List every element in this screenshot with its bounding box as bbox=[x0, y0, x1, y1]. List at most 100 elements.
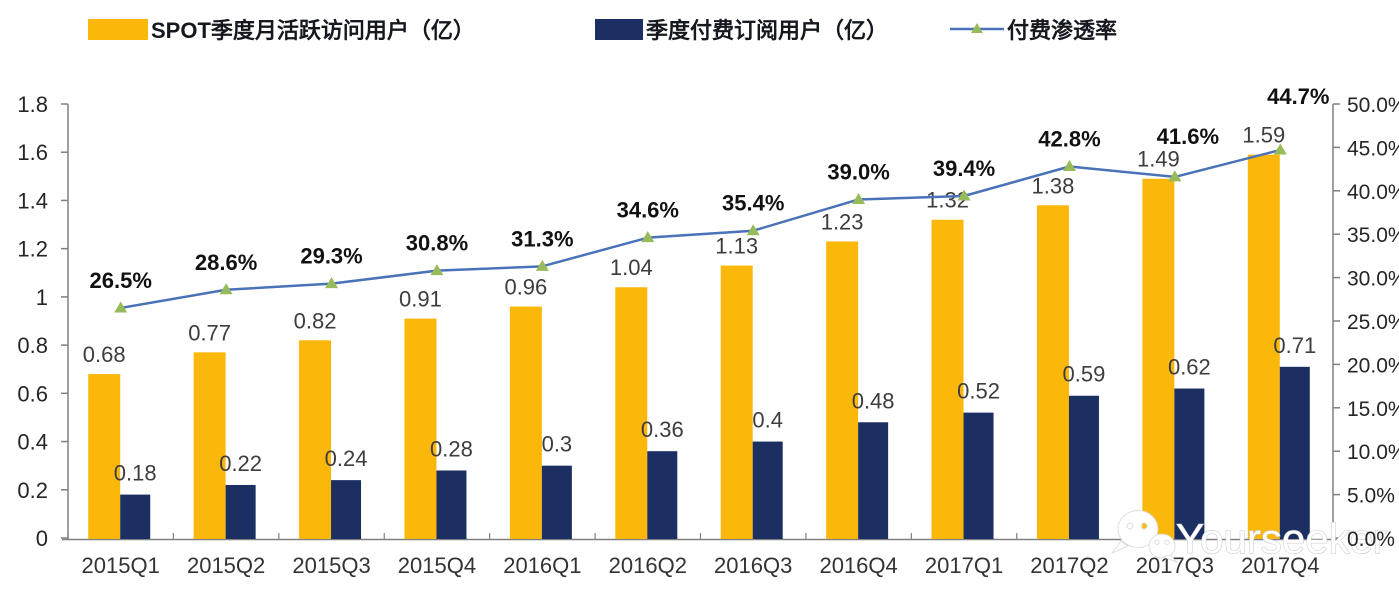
legend-label: 季度付费订阅用户（亿） bbox=[646, 18, 889, 43]
x-axis-category-label: 2017Q3 bbox=[1136, 553, 1214, 578]
triangle-marker bbox=[325, 277, 339, 289]
bar-paid bbox=[963, 412, 994, 539]
bar-mau bbox=[826, 241, 859, 539]
bar-paid bbox=[1174, 388, 1205, 539]
right-axis-tick-label: 5.0% bbox=[1347, 485, 1395, 508]
triangle-marker bbox=[114, 301, 128, 313]
bar-paid bbox=[225, 484, 256, 539]
bar-value-label: 1.04 bbox=[610, 255, 653, 280]
bar-value-label: 0.68 bbox=[83, 342, 126, 367]
left-axis-tick-label: 0.4 bbox=[17, 430, 48, 455]
bar-paid bbox=[1068, 395, 1099, 539]
x-axis-category-label: 2017Q1 bbox=[925, 553, 1003, 578]
left-axis-tick-label: 1.6 bbox=[17, 140, 48, 165]
bar-value-label: 1.23 bbox=[821, 209, 864, 234]
left-axis-tick-label: 0.2 bbox=[17, 478, 48, 503]
triangle-marker bbox=[746, 224, 760, 236]
right-axis-tick-label: 10.0% bbox=[1347, 441, 1399, 464]
bar-value-label: 0.36 bbox=[641, 417, 684, 442]
bar-mau bbox=[193, 352, 226, 539]
triangle-marker bbox=[1062, 159, 1076, 171]
bar-value-label: 0.82 bbox=[294, 308, 337, 333]
bar-mau bbox=[509, 306, 542, 539]
wechat-icon bbox=[1110, 510, 1178, 563]
bar-mau bbox=[720, 265, 753, 539]
bar-value-label: 0.52 bbox=[957, 379, 1000, 404]
bar-paid bbox=[541, 465, 572, 539]
legend-item-2: 付费渗透率 bbox=[950, 14, 1117, 44]
left-axis-tick-label: 0 bbox=[36, 526, 48, 551]
bar-value-label: 0.59 bbox=[1063, 362, 1106, 387]
watermark-text: Yourseeker bbox=[1176, 515, 1387, 562]
bar-value-label: 0.96 bbox=[504, 275, 547, 300]
x-axis-category-label: 2016Q1 bbox=[503, 553, 581, 578]
right-axis-tick-label: 50.0% bbox=[1347, 94, 1399, 117]
x-axis-category-label: 2015Q1 bbox=[82, 553, 160, 578]
penetration-value-label: 42.8% bbox=[1038, 126, 1100, 151]
bar-paid bbox=[331, 480, 362, 539]
bar-mau bbox=[615, 287, 648, 539]
penetration-line bbox=[120, 148, 1281, 310]
bar-value-label: 0.62 bbox=[1168, 355, 1211, 380]
right-axis-tick-label: 15.0% bbox=[1347, 398, 1399, 421]
bar-mau bbox=[404, 318, 437, 539]
bar-value-label: 0.22 bbox=[219, 451, 262, 476]
triangle-marker bbox=[1168, 170, 1182, 182]
bar-mau bbox=[299, 340, 332, 539]
watermark: Yourseeker bbox=[1110, 510, 1387, 563]
right-axis-tick-label: 25.0% bbox=[1347, 311, 1399, 334]
x-axis-category-label: 2015Q3 bbox=[292, 553, 370, 578]
penetration-value-label: 39.0% bbox=[827, 159, 889, 184]
penetration-value-label: 28.6% bbox=[195, 250, 257, 275]
bar-mau bbox=[1036, 205, 1069, 539]
right-axis-tick-label: 35.0% bbox=[1347, 224, 1399, 247]
x-axis-category-label: 2017Q2 bbox=[1030, 553, 1108, 578]
bar-value-label: 1.38 bbox=[1032, 173, 1075, 198]
penetration-value-label: 44.7% bbox=[1267, 84, 1329, 109]
triangle-marker bbox=[957, 189, 971, 201]
legend-item-0: SPOT季度月活跃访问用户（亿） bbox=[88, 14, 475, 44]
bar-paid bbox=[1279, 366, 1310, 539]
bar-value-label: 1.59 bbox=[1242, 123, 1285, 148]
bar-paid bbox=[858, 422, 889, 539]
legend-swatch-bar bbox=[595, 18, 643, 40]
x-axis-category-label: 2016Q4 bbox=[819, 553, 897, 578]
x-axis-category-label: 2017Q4 bbox=[1241, 553, 1319, 578]
bar-value-label: 0.77 bbox=[188, 320, 231, 345]
right-axis-tick-label: 20.0% bbox=[1347, 354, 1399, 377]
bar-value-label: 0.4 bbox=[752, 408, 783, 433]
triangle-marker bbox=[430, 264, 444, 276]
bar-value-label: 0.48 bbox=[852, 388, 895, 413]
penetration-value-label: 31.3% bbox=[511, 226, 573, 251]
triangle-marker bbox=[1273, 143, 1287, 155]
bar-mau bbox=[1142, 178, 1175, 539]
penetration-value-label: 26.5% bbox=[90, 268, 152, 293]
legend-swatch-bar bbox=[88, 18, 148, 40]
bar-mau bbox=[88, 374, 121, 539]
left-axis-tick-label: 0.8 bbox=[17, 333, 48, 358]
bar-paid bbox=[752, 441, 783, 539]
bar-paid bbox=[647, 451, 678, 539]
right-axis-tick-label: 30.0% bbox=[1347, 268, 1399, 291]
triangle-marker bbox=[641, 231, 655, 243]
x-axis-category-label: 2016Q3 bbox=[714, 553, 792, 578]
triangle-marker bbox=[535, 259, 549, 271]
left-axis-tick-label: 0.6 bbox=[17, 381, 48, 406]
penetration-value-label: 30.8% bbox=[406, 231, 468, 256]
legend-swatch-line-marker bbox=[950, 23, 1004, 33]
triangle-marker bbox=[852, 192, 866, 204]
left-axis-tick-label: 1 bbox=[36, 285, 48, 310]
x-axis-category-label: 2015Q4 bbox=[398, 553, 476, 578]
penetration-value-label: 41.6% bbox=[1157, 124, 1219, 149]
bar-value-label: 0.91 bbox=[399, 287, 442, 312]
chart-legend: SPOT季度月活跃访问用户（亿） 季度付费订阅用户（亿） 付费渗透率 bbox=[0, 14, 1399, 46]
x-axis-category-label: 2015Q2 bbox=[187, 553, 265, 578]
triangle-marker bbox=[219, 283, 233, 295]
bar-value-label: 0.28 bbox=[430, 436, 473, 461]
right-axis-tick-label: 0.0% bbox=[1347, 528, 1395, 551]
penetration-value-label: 35.4% bbox=[722, 191, 784, 216]
x-axis-category-label: 2016Q2 bbox=[609, 553, 687, 578]
right-axis-tick-label: 45.0% bbox=[1347, 137, 1399, 160]
bar-mau bbox=[931, 219, 964, 539]
